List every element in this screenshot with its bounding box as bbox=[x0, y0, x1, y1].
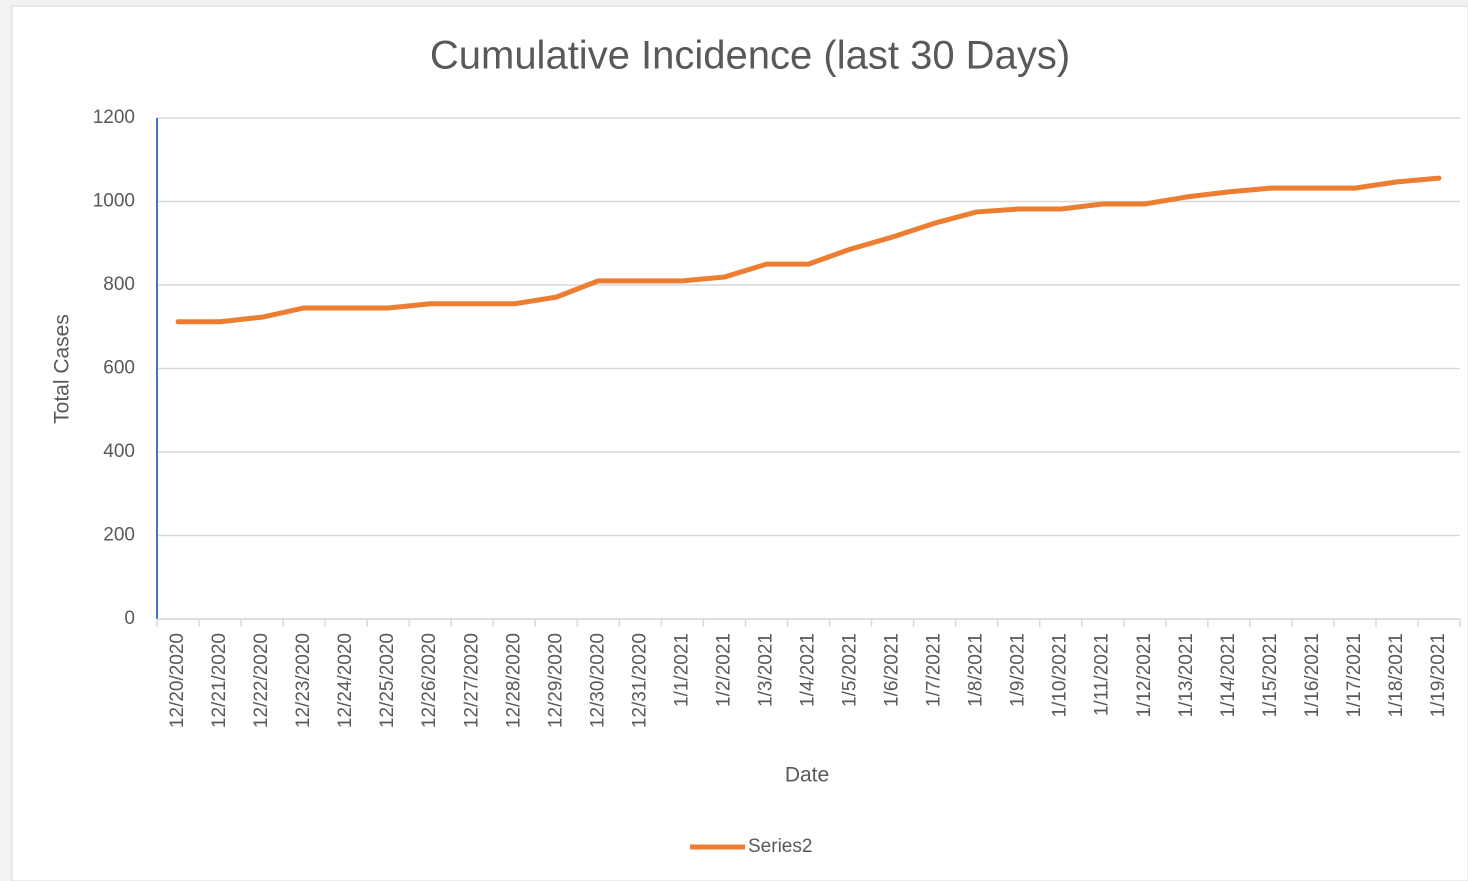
x-tick-label: 1/15/2021 bbox=[1260, 633, 1281, 718]
x-tick-label: 12/29/2020 bbox=[545, 633, 566, 728]
x-tick-label: 1/5/2021 bbox=[840, 633, 861, 707]
x-tick-label: 1/6/2021 bbox=[882, 633, 903, 707]
x-tick-label: 12/21/2020 bbox=[209, 633, 230, 728]
x-tick-label: 1/9/2021 bbox=[1008, 633, 1029, 707]
chart-area bbox=[11, 5, 1468, 881]
x-tick-label: 1/4/2021 bbox=[798, 633, 819, 707]
x-tick-label: 12/26/2020 bbox=[419, 633, 440, 728]
x-tick-label: 12/27/2020 bbox=[461, 633, 482, 728]
legend-label: Series2 bbox=[748, 836, 812, 857]
x-tick-label: 1/19/2021 bbox=[1428, 633, 1449, 718]
x-tick-label: 1/1/2021 bbox=[671, 633, 692, 707]
x-tick-label: 1/2/2021 bbox=[713, 633, 734, 707]
x-tick-label: 1/17/2021 bbox=[1344, 633, 1365, 718]
y-tick-label: 1200 bbox=[93, 107, 135, 128]
x-tick-label: 1/16/2021 bbox=[1302, 633, 1323, 718]
x-tick-label: 1/3/2021 bbox=[755, 633, 776, 707]
x-axis-title: Date bbox=[785, 764, 829, 787]
x-tick-label: 1/18/2021 bbox=[1386, 633, 1407, 718]
x-tick-label: 1/12/2021 bbox=[1134, 633, 1155, 718]
x-tick-label: 1/8/2021 bbox=[966, 633, 987, 707]
x-tick-label: 12/28/2020 bbox=[503, 633, 524, 728]
y-tick-label: 1000 bbox=[93, 191, 135, 212]
chart-title: Cumulative Incidence (last 30 Days) bbox=[430, 34, 1070, 78]
y-tick-label: 0 bbox=[124, 608, 135, 629]
x-tick-label: 12/20/2020 bbox=[167, 633, 188, 728]
x-tick-label: 12/22/2020 bbox=[251, 633, 272, 728]
x-tick-label: 12/24/2020 bbox=[335, 633, 356, 728]
x-tick-label: 1/7/2021 bbox=[924, 633, 945, 707]
x-tick-label: 12/25/2020 bbox=[377, 633, 398, 728]
data-line bbox=[175, 175, 1442, 325]
y-tick-label: 400 bbox=[103, 441, 135, 462]
x-tick-label: 12/31/2020 bbox=[629, 633, 650, 728]
y-tick-label: 800 bbox=[103, 274, 135, 295]
y-tick-label: 200 bbox=[103, 525, 135, 546]
x-tick-label: 1/10/2021 bbox=[1050, 633, 1071, 718]
x-tick-label: 1/13/2021 bbox=[1176, 633, 1197, 718]
x-tick-label: 1/14/2021 bbox=[1218, 633, 1239, 718]
x-tick-label: 12/23/2020 bbox=[293, 633, 314, 728]
y-axis-title: Total Cases bbox=[51, 314, 74, 424]
y-tick-label: 600 bbox=[103, 358, 135, 379]
x-tick-label: 12/30/2020 bbox=[587, 633, 608, 728]
x-tick-label: 1/11/2021 bbox=[1092, 633, 1113, 716]
